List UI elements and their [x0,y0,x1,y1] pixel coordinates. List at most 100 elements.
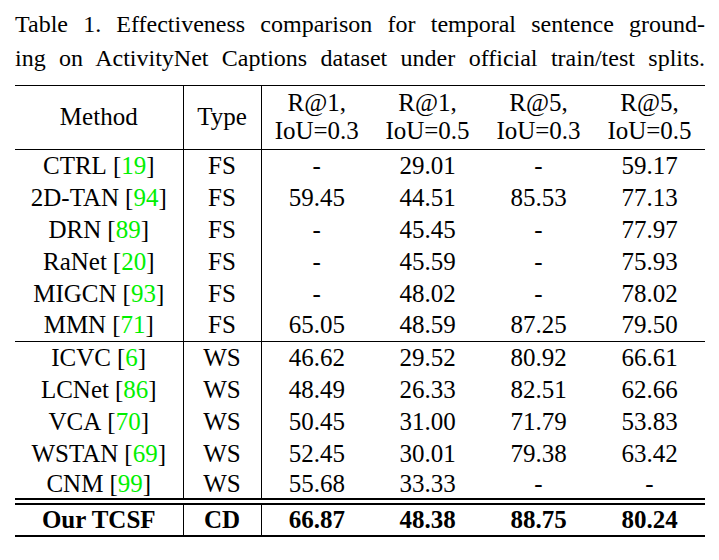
table-caption: Table 1. Effectiveness comparison for te… [15,7,705,75]
header-method: Method [15,86,183,150]
value-cell: 82.51 [483,374,594,406]
results-table: Method Type R@1, IoU=0.3 R@1, IoU=0.5 R@… [15,85,705,537]
citation-link[interactable]: 70 [116,408,141,435]
metric-line-2: IoU=0.5 [594,117,705,145]
value-cell: 87.25 [483,310,594,342]
table-row: VCA[70] WS 50.45 31.00 71.79 53.83 [15,406,705,438]
value-cell: - [261,278,372,310]
method-name: WSTAN [31,440,118,467]
value-cell: 66.61 [594,342,705,374]
ours-row: Our TCSF CD 66.87 48.38 88.75 80.24 [15,502,705,536]
type-cell: WS [183,470,261,502]
value-cell: - [261,246,372,278]
header-type: Type [183,86,261,150]
method-name: CTRL [43,152,107,179]
value-cell: 50.45 [261,406,372,438]
type-cell: CD [183,502,261,536]
table-row: LCNet[86] WS 48.49 26.33 82.51 62.66 [15,374,705,406]
method-cell: LCNet[86] [15,374,183,406]
type-cell: FS [183,150,261,182]
method-cell: ICVC[6] [15,342,183,374]
value-cell: 55.68 [261,470,372,502]
citation-link[interactable]: 99 [118,470,143,497]
value-cell: 79.50 [594,310,705,342]
fs-group: CTRL[19] FS - 29.01 - 59.17 2D-TAN[94] F… [15,150,705,342]
caption-line-1: Table 1. Effectiveness comparison for te… [15,7,705,41]
metric-line-1: R@1, [372,89,483,117]
citation-bracket-close: ] [143,470,151,497]
value-cell: 48.38 [372,502,483,536]
citation-link[interactable]: 89 [116,216,141,243]
value-cell: - [483,150,594,182]
citation-link[interactable]: 19 [121,152,146,179]
value-cell: - [261,150,372,182]
table-row: RaNet[20] FS - 45.59 - 75.93 [15,246,705,278]
header-metric-r1-iou05: R@1, IoU=0.5 [372,86,483,150]
type-cell: WS [183,342,261,374]
table-row: CNM[99] WS 55.68 33.33 - - [15,470,705,502]
method-name: LCNet [41,376,109,403]
citation-link[interactable]: 71 [121,311,146,338]
type-cell: FS [183,182,261,214]
citation-link[interactable]: 86 [123,376,148,403]
method-name: MMN [44,311,107,338]
value-cell: - [483,278,594,310]
citation-bracket-close: ] [146,248,154,275]
citation-link[interactable]: 6 [125,344,138,371]
ws-group: ICVC[6] WS 46.62 29.52 80.92 66.61 LCNet… [15,342,705,502]
value-cell: - [483,246,594,278]
method-cell: RaNet[20] [15,246,183,278]
value-cell: 30.01 [372,438,483,470]
value-cell: 48.02 [372,278,483,310]
citation-bracket-close: ] [141,216,149,243]
value-cell: 77.97 [594,214,705,246]
citation-bracket-open: [ [113,152,121,179]
method-cell: CNM[99] [15,470,183,502]
citation-bracket-open: [ [124,440,132,467]
value-cell: 46.62 [261,342,372,374]
citation-link[interactable]: 94 [133,184,158,211]
value-cell: 85.53 [483,182,594,214]
value-cell: 77.13 [594,182,705,214]
citation-bracket-open: [ [123,280,131,307]
method-name: 2D-TAN [31,184,119,211]
value-cell: 29.01 [372,150,483,182]
header-metric-r5-iou03: R@5, IoU=0.3 [483,86,594,150]
table-row: 2D-TAN[94] FS 59.45 44.51 85.53 77.13 [15,182,705,214]
paper-page: Table 1. Effectiveness comparison for te… [0,0,719,537]
method-cell: DRN[89] [15,214,183,246]
metric-line-2: IoU=0.5 [372,117,483,145]
citation-bracket-open: [ [112,311,120,338]
value-cell: 33.33 [372,470,483,502]
method-name: DRN [49,216,102,243]
method-name: CNM [46,470,103,497]
value-cell: 26.33 [372,374,483,406]
citation-bracket-close: ] [158,440,166,467]
method-cell: CTRL[19] [15,150,183,182]
citation-link[interactable]: 93 [131,280,156,307]
value-cell: 29.52 [372,342,483,374]
method-name: ICVC [51,344,111,371]
value-cell: - [261,214,372,246]
table-row: WSTAN[69] WS 52.45 30.01 79.38 63.42 [15,438,705,470]
metric-line-1: R@5, [483,89,594,117]
citation-bracket-close: ] [146,311,154,338]
method-cell: MMN[71] [15,310,183,342]
citation-link[interactable]: 69 [133,440,158,467]
value-cell: - [594,470,705,502]
citation-bracket-close: ] [148,376,156,403]
citation-bracket-open: [ [107,408,115,435]
citation-link[interactable]: 20 [121,248,146,275]
method-name: MIGCN [33,280,116,307]
citation-bracket-close: ] [138,344,146,371]
table-row: DRN[89] FS - 45.45 - 77.97 [15,214,705,246]
value-cell: 45.45 [372,214,483,246]
value-cell: - [483,470,594,502]
type-cell: WS [183,438,261,470]
method-cell: 2D-TAN[94] [15,182,183,214]
citation-bracket-close: ] [158,184,166,211]
value-cell: 80.92 [483,342,594,374]
type-cell: FS [183,278,261,310]
header-row: Method Type R@1, IoU=0.3 R@1, IoU=0.5 R@… [15,86,705,150]
value-cell: - [483,214,594,246]
